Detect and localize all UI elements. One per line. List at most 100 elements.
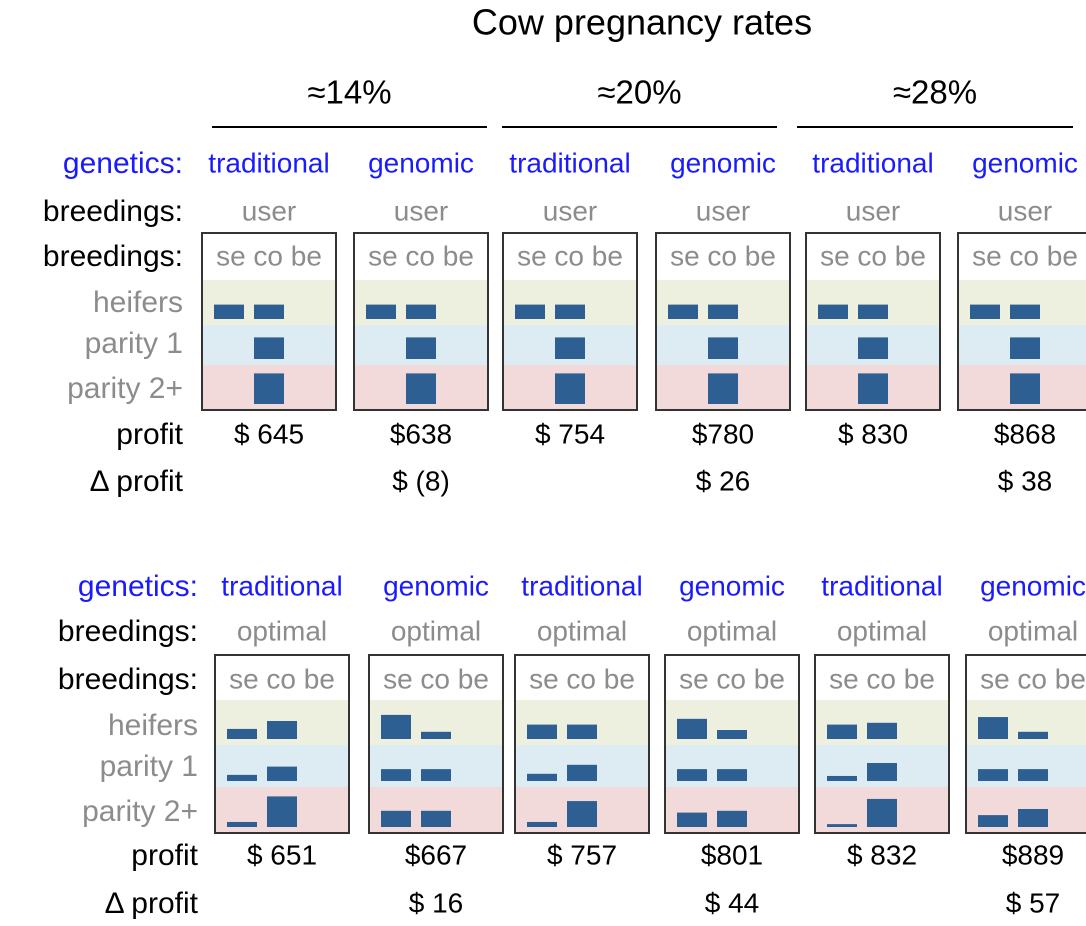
bar xyxy=(567,724,597,739)
bar xyxy=(227,774,257,781)
bar xyxy=(867,798,897,827)
bar xyxy=(717,810,747,827)
bar xyxy=(527,821,557,827)
profit: $889 xyxy=(1002,839,1064,870)
row-label: parity 1 xyxy=(100,750,198,783)
row-label: genetics: xyxy=(63,147,183,180)
delta-profit: $ 38 xyxy=(998,465,1053,496)
breedings: user xyxy=(998,195,1052,226)
bar xyxy=(527,773,557,781)
bar xyxy=(381,769,411,781)
genetics: traditional xyxy=(521,570,642,601)
bar xyxy=(406,337,436,359)
bar xyxy=(858,304,888,319)
bar xyxy=(421,769,451,781)
genetics: genomic xyxy=(383,570,489,601)
row-label: heifers xyxy=(108,709,198,742)
row-label: Δ profit xyxy=(105,887,199,920)
row-label: genetics: xyxy=(78,570,198,603)
panel-box xyxy=(353,232,489,411)
row-label: breedings: xyxy=(43,195,183,228)
bar xyxy=(818,304,848,319)
bar xyxy=(867,722,897,739)
group-label: ≈14% xyxy=(307,74,391,111)
bar-columns: se co be xyxy=(679,663,785,694)
panel-box xyxy=(664,654,800,834)
group-label: ≈20% xyxy=(597,74,681,111)
row-label: parity 2+ xyxy=(67,372,183,405)
delta-profit: $ (8) xyxy=(392,465,450,496)
bar-columns: se co be xyxy=(670,240,776,271)
row-label: parity 2+ xyxy=(82,795,198,828)
breedings: user xyxy=(543,195,597,226)
bar-columns: se co be xyxy=(368,240,474,271)
bar xyxy=(567,801,597,827)
bar xyxy=(978,815,1008,827)
bar xyxy=(267,766,297,781)
panel-box xyxy=(514,654,650,834)
panel-box xyxy=(655,232,791,411)
bar xyxy=(406,373,436,404)
panel-box xyxy=(957,232,1086,411)
bar xyxy=(827,724,857,739)
bar xyxy=(717,769,747,781)
breedings: user xyxy=(394,195,448,226)
bar xyxy=(254,304,284,319)
breedings: user xyxy=(242,195,296,226)
profit: $ 830 xyxy=(838,418,908,449)
profit: $ 757 xyxy=(547,839,617,870)
row-label: breedings: xyxy=(58,615,198,648)
bar xyxy=(677,812,707,827)
genetics: genomic xyxy=(980,570,1086,601)
bar xyxy=(555,373,585,404)
bar xyxy=(708,304,738,319)
bar xyxy=(555,337,585,359)
bar xyxy=(1018,809,1048,827)
bar xyxy=(827,775,857,781)
bar-columns: se co be xyxy=(829,663,935,694)
delta-profit: $ 57 xyxy=(1006,887,1061,918)
bar xyxy=(555,304,585,319)
breedings: optimal xyxy=(237,615,327,646)
profit: $638 xyxy=(390,418,452,449)
bar xyxy=(1010,373,1040,404)
bar xyxy=(254,373,284,404)
row-label: breedings: xyxy=(58,663,198,696)
bar xyxy=(978,717,1008,739)
profit: $667 xyxy=(405,839,467,870)
bar xyxy=(267,721,297,739)
bar xyxy=(677,769,707,781)
genetics: genomic xyxy=(972,147,1078,178)
breedings: user xyxy=(696,195,750,226)
bar xyxy=(677,718,707,739)
bar xyxy=(406,304,436,319)
panel-box xyxy=(201,232,337,411)
bar-columns: se co be xyxy=(383,663,489,694)
bar xyxy=(227,821,257,827)
panel-box xyxy=(368,654,504,834)
bar-columns: se co be xyxy=(216,240,322,271)
group-label: ≈28% xyxy=(893,74,977,111)
profit: $ 651 xyxy=(247,839,317,870)
bar-columns: se co be xyxy=(517,240,623,271)
bar-columns: se co be xyxy=(980,663,1086,694)
row-label: profit xyxy=(131,839,198,872)
genetics: traditional xyxy=(812,147,933,178)
bar xyxy=(1010,304,1040,319)
bar xyxy=(267,796,297,827)
bar xyxy=(978,769,1008,781)
bar xyxy=(515,304,545,319)
title: Cow pregnancy rates xyxy=(472,2,812,43)
bar xyxy=(421,810,451,827)
delta-profit: $ 44 xyxy=(705,887,760,918)
genetics: traditional xyxy=(509,147,630,178)
panel-box xyxy=(965,654,1086,834)
bar xyxy=(381,810,411,827)
profit: $801 xyxy=(701,839,763,870)
profit: $ 832 xyxy=(847,839,917,870)
genetics: traditional xyxy=(221,570,342,601)
panel-box xyxy=(502,232,638,411)
breedings: user xyxy=(846,195,900,226)
bar xyxy=(858,337,888,359)
bar xyxy=(1018,731,1048,739)
